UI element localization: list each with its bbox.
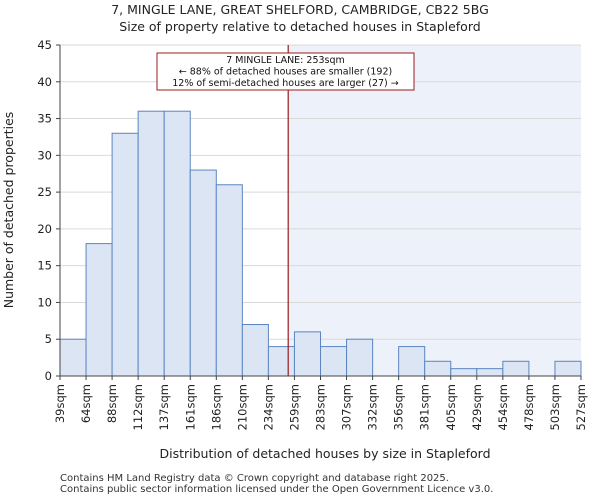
x-tick-label: 234sqm xyxy=(261,384,275,430)
x-axis-label: Distribution of detached houses by size … xyxy=(159,446,490,461)
bar-429sqm xyxy=(476,368,504,377)
annotation-line-3: 12% of semi-detached houses are larger (… xyxy=(172,78,399,89)
bar-186sqm xyxy=(215,184,243,377)
x-tick-label: 210sqm xyxy=(235,384,249,430)
x-tick-label: 478sqm xyxy=(522,384,536,430)
bar-88sqm xyxy=(111,132,139,377)
x-tick-label: 429sqm xyxy=(470,384,484,430)
x-tick-label: 137sqm xyxy=(157,384,171,430)
chart-title: 7, MINGLE LANE, GREAT SHELFORD, CAMBRIDG… xyxy=(111,2,489,17)
chart-subtitle: Size of property relative to detached ho… xyxy=(119,19,481,34)
x-tick-label: 332sqm xyxy=(366,384,380,430)
x-tick-label: 283sqm xyxy=(314,384,328,430)
bar-454sqm xyxy=(502,360,530,377)
y-tick-label: 10 xyxy=(37,295,52,309)
y-tick-label: 20 xyxy=(37,222,52,236)
bar-161sqm xyxy=(189,169,217,377)
annotation-box xyxy=(156,52,415,91)
y-tick-label: 35 xyxy=(37,112,52,126)
highlight-region xyxy=(288,45,581,376)
y-axis-label: Number of detached properties xyxy=(1,112,16,309)
y-tick-label: 25 xyxy=(37,185,52,199)
x-tick-label: 161sqm xyxy=(183,384,197,430)
bar-137sqm xyxy=(163,110,191,377)
bar-503sqm xyxy=(554,360,582,377)
bar-356sqm xyxy=(398,346,426,377)
y-tick-label: 0 xyxy=(45,369,52,383)
bar-307sqm xyxy=(346,338,374,377)
annotation-line-2: ← 88% of detached houses are smaller (19… xyxy=(179,67,392,78)
x-tick-label: 356sqm xyxy=(392,384,406,430)
y-tick-label: 45 xyxy=(37,38,52,52)
bar-405sqm xyxy=(450,368,478,377)
x-tick-label: 527sqm xyxy=(574,384,588,430)
y-tick-label: 40 xyxy=(37,75,52,89)
x-tick-label: 64sqm xyxy=(79,384,93,423)
y-tick-label: 5 xyxy=(45,332,52,346)
bar-210sqm xyxy=(241,324,269,377)
x-tick-label: 405sqm xyxy=(444,384,458,430)
x-tick-label: 39sqm xyxy=(53,384,67,423)
bar-381sqm xyxy=(424,360,452,377)
x-tick-label: 88sqm xyxy=(105,384,119,423)
x-tick-label: 503sqm xyxy=(548,384,562,430)
bar-234sqm xyxy=(267,346,295,377)
annotation-line-1: 7 MINGLE LANE: 253sqm xyxy=(226,55,345,66)
bar-283sqm xyxy=(320,346,348,377)
bar-64sqm xyxy=(85,243,113,377)
x-tick-label: 454sqm xyxy=(496,384,510,430)
x-tick-label: 381sqm xyxy=(418,384,432,430)
footer-line-1: Contains HM Land Registry data © Crown c… xyxy=(60,473,449,484)
footer-line-2: Contains public sector information licen… xyxy=(60,484,494,495)
x-tick-label: 112sqm xyxy=(131,384,145,430)
x-tick-label: 186sqm xyxy=(209,384,223,430)
x-tick-label: 307sqm xyxy=(340,384,354,430)
bar-112sqm xyxy=(137,110,165,377)
y-tick-label: 15 xyxy=(37,259,52,273)
x-tick-label: 259sqm xyxy=(287,384,301,430)
bar-39sqm xyxy=(59,338,87,377)
y-tick-label: 30 xyxy=(37,148,52,162)
bar-259sqm xyxy=(293,331,322,377)
